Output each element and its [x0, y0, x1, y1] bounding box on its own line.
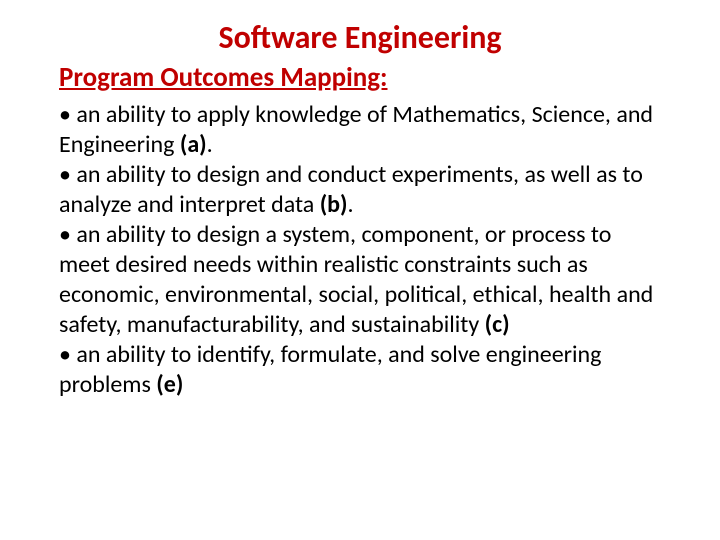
bullet-text: • an ability to identify, formulate, and…: [59, 340, 601, 399]
bullet-bold: (e): [156, 370, 183, 399]
slide-subheading: Program Outcomes Mapping:: [59, 61, 665, 94]
bullet-text: • an ability to design a system, compone…: [59, 220, 653, 339]
list-item: • an ability to identify, formulate, and…: [59, 340, 665, 400]
bullet-bold: (a): [180, 130, 207, 159]
bullet-post: .: [207, 130, 213, 159]
list-item: • an ability to design and conduct exper…: [59, 160, 665, 220]
slide-title: Software Engineering: [145, 18, 575, 57]
bullet-post: .: [348, 190, 354, 219]
bullet-bold: (c): [485, 310, 510, 339]
bullet-bold: (b): [320, 190, 348, 219]
bullet-list: • an ability to apply knowledge of Mathe…: [59, 100, 665, 400]
list-item: • an ability to apply knowledge of Mathe…: [59, 100, 665, 160]
slide-container: Software Engineering Program Outcomes Ma…: [0, 0, 720, 420]
bullet-text: • an ability to apply knowledge of Mathe…: [59, 100, 653, 159]
list-item: • an ability to design a system, compone…: [59, 220, 665, 340]
